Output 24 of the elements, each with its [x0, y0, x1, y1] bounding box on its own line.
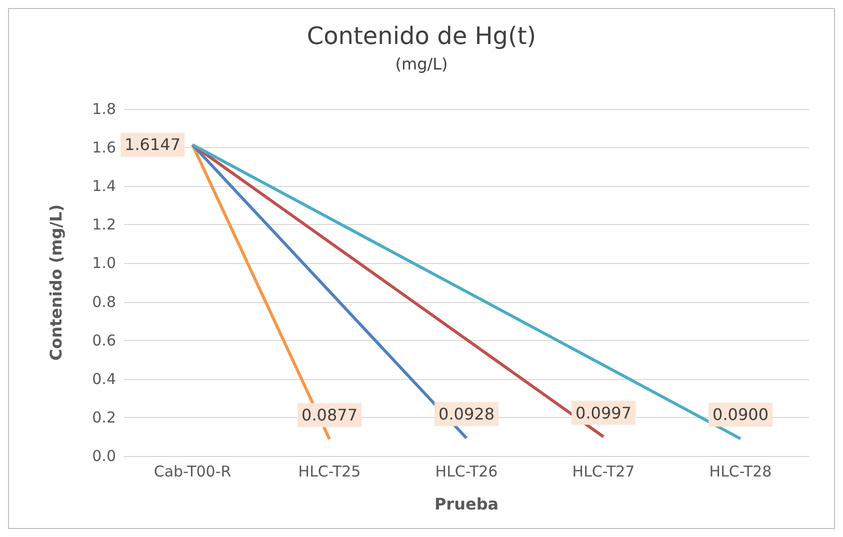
- chart-title: Contenido de Hg(t): [306, 22, 536, 50]
- y-tick-label: 1.8: [92, 100, 116, 118]
- x-tick-label: HLC-T25: [298, 462, 361, 480]
- y-axis-title: Contenido (mg/L): [46, 204, 66, 361]
- data-label: 0.0928: [438, 404, 494, 424]
- y-tick-label: 0.8: [92, 292, 116, 311]
- y-tick-label: 0.0: [92, 447, 116, 465]
- x-tick-label: Cab-T00-R: [154, 462, 232, 480]
- x-tick-label: HLC-T27: [572, 462, 635, 480]
- data-label: 0.0997: [576, 403, 632, 422]
- x-tick-label: HLC-T28: [709, 462, 772, 480]
- data-label: 0.0877: [302, 406, 358, 425]
- data-label: 0.0900: [712, 405, 768, 424]
- data-label: 1.6147: [124, 135, 180, 154]
- x-axis-title: Prueba: [434, 494, 499, 514]
- y-tick-label: 0.6: [92, 331, 116, 350]
- y-tick-label: 1.0: [92, 254, 116, 272]
- y-tick-label: 1.4: [92, 177, 116, 196]
- y-tick-label: 0.4: [92, 370, 116, 388]
- chart-subtitle: (mg/L): [395, 54, 448, 74]
- y-tick-label: 1.6: [92, 138, 116, 157]
- y-tick-label: 1.2: [92, 216, 116, 234]
- y-tick-label: 0.2: [92, 408, 116, 426]
- x-tick-label: HLC-T26: [435, 462, 498, 480]
